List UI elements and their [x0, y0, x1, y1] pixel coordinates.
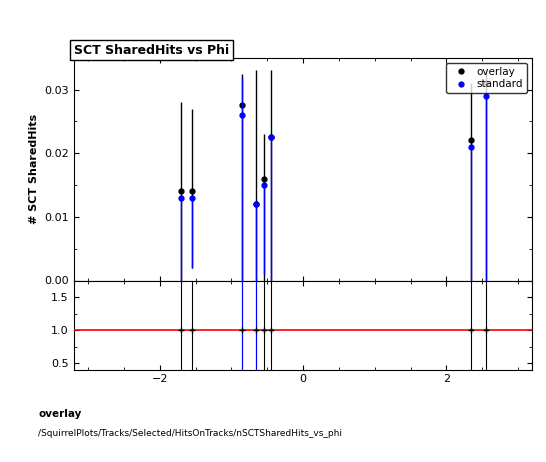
Legend: overlay, standard: overlay, standard — [446, 63, 527, 93]
Text: overlay: overlay — [38, 409, 81, 419]
Text: /SquirrelPlots/Tracks/Selected/HitsOnTracks/nSCTSharedHits_vs_phi: /SquirrelPlots/Tracks/Selected/HitsOnTra… — [38, 429, 342, 438]
Text: SCT SharedHits vs Phi: SCT SharedHits vs Phi — [74, 43, 229, 56]
Y-axis label: # SCT SharedHits: # SCT SharedHits — [28, 114, 39, 224]
